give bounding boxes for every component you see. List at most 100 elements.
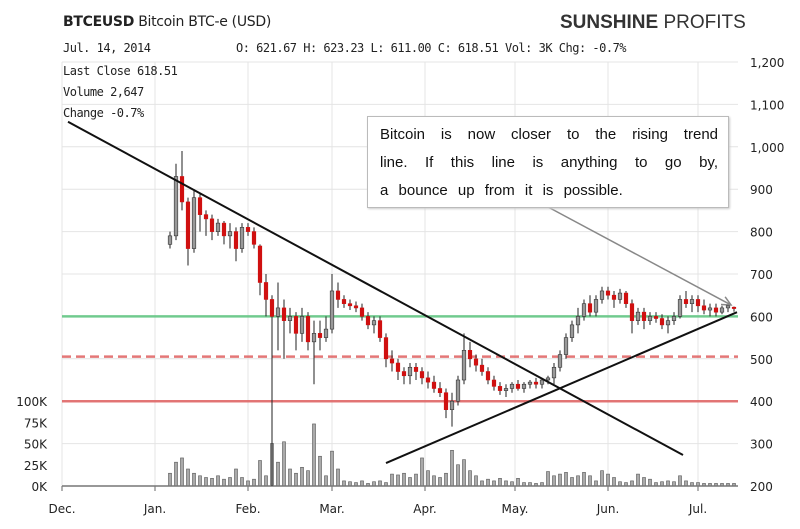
candle-up bbox=[323, 328, 329, 338]
candle-down bbox=[467, 350, 473, 360]
volume-bar bbox=[684, 480, 688, 487]
candle-down bbox=[683, 299, 689, 304]
volume-bar bbox=[438, 477, 442, 487]
candle-down bbox=[485, 371, 491, 381]
candle-up bbox=[521, 383, 527, 389]
volume-bar bbox=[174, 461, 178, 487]
candle-up bbox=[407, 366, 413, 377]
volume-bar bbox=[678, 475, 682, 487]
candle-up bbox=[275, 307, 281, 317]
month-label: Jul. bbox=[688, 502, 707, 516]
candle-up bbox=[617, 292, 623, 300]
volume-bar bbox=[216, 475, 220, 487]
candle-up bbox=[539, 379, 545, 385]
candle-up bbox=[329, 290, 335, 330]
candle-down bbox=[611, 294, 617, 300]
candle-up bbox=[509, 383, 515, 389]
candle-up bbox=[545, 377, 551, 381]
candle-up bbox=[707, 307, 713, 311]
candle-down bbox=[317, 333, 323, 338]
volume-tick-label: 0K bbox=[31, 480, 48, 494]
volume-bar bbox=[516, 478, 520, 487]
annotation-line: line. If this line is anything to go by, bbox=[380, 154, 718, 171]
volume-bar bbox=[186, 468, 190, 487]
volume-bar bbox=[570, 477, 574, 487]
price-tick-label: 900 bbox=[750, 183, 773, 197]
volume-bar bbox=[318, 455, 322, 487]
volume-bar bbox=[486, 478, 490, 487]
volume-bar bbox=[342, 480, 346, 487]
candle-down bbox=[413, 366, 419, 372]
candle-down bbox=[383, 337, 389, 360]
volume-tick-label: 25K bbox=[24, 459, 48, 473]
candle-down bbox=[245, 227, 251, 232]
candle-down bbox=[473, 358, 479, 366]
volume-bar bbox=[198, 475, 202, 487]
volume-bar bbox=[228, 477, 232, 487]
candle-down bbox=[257, 245, 263, 283]
candle-up bbox=[719, 307, 725, 313]
candle-up bbox=[191, 197, 197, 249]
candle-up bbox=[449, 400, 455, 410]
price-tick-label: 1,100 bbox=[750, 98, 784, 112]
volume-bar bbox=[414, 473, 418, 487]
volume-bar bbox=[324, 475, 328, 487]
volume-bar bbox=[240, 477, 244, 487]
volume-bar bbox=[336, 468, 340, 487]
candle-up bbox=[593, 299, 599, 313]
volume-bar bbox=[630, 480, 634, 487]
volume-bar bbox=[492, 480, 496, 487]
volume-bar bbox=[300, 466, 304, 487]
volume-bar bbox=[456, 464, 460, 487]
candle-up bbox=[671, 316, 677, 321]
volume-bar bbox=[444, 472, 448, 487]
ohlc-readout: O: 621.67 H: 623.23 L: 611.00 C: 618.51 … bbox=[236, 41, 627, 55]
arrow-head-icon bbox=[720, 296, 733, 306]
volume-bar bbox=[282, 441, 286, 487]
volume-bar bbox=[498, 478, 502, 487]
volume-bar bbox=[582, 472, 586, 487]
month-label: Mar. bbox=[319, 502, 344, 516]
volume-bar bbox=[312, 423, 316, 487]
volume-bar bbox=[222, 478, 226, 487]
annotation-arrow bbox=[547, 206, 732, 306]
price-tick-label: 1,000 bbox=[750, 141, 784, 155]
candle-down bbox=[293, 316, 299, 334]
volume-tick-label: 50K bbox=[24, 438, 48, 452]
price-tick-label: 800 bbox=[750, 226, 773, 240]
candle-up bbox=[569, 324, 575, 338]
candle-down bbox=[533, 381, 539, 385]
volume-bar bbox=[204, 477, 208, 487]
volume-bar bbox=[558, 473, 562, 487]
candle-up bbox=[551, 366, 557, 379]
volume-tick-label: 75K bbox=[24, 416, 48, 430]
candle-down bbox=[653, 316, 659, 319]
candle-down bbox=[221, 222, 227, 237]
candle-down bbox=[179, 176, 185, 203]
candle-down bbox=[389, 358, 395, 364]
volume-bar bbox=[642, 477, 646, 487]
candle-up bbox=[239, 227, 245, 249]
candle-down bbox=[497, 386, 503, 391]
volume-bar bbox=[480, 480, 484, 487]
volume-bar bbox=[288, 468, 292, 487]
volume-bar bbox=[408, 477, 412, 487]
candle-up bbox=[371, 320, 377, 326]
volume-bar bbox=[210, 478, 214, 487]
month-label: Jan. bbox=[143, 502, 166, 516]
candle-down bbox=[341, 299, 347, 304]
candle-down bbox=[347, 303, 353, 307]
candle-up bbox=[167, 235, 173, 245]
volume-bar bbox=[474, 475, 478, 487]
volume-bar bbox=[330, 450, 334, 487]
candle-down bbox=[479, 364, 485, 372]
candle-down bbox=[269, 299, 275, 317]
brand-logo: SUNSHINE PROFITS bbox=[560, 12, 746, 33]
candle-down bbox=[629, 303, 635, 321]
month-label: Jun. bbox=[596, 502, 620, 516]
annotation-line: a bounce up from it is possible. bbox=[380, 182, 623, 199]
candle-down bbox=[335, 290, 341, 300]
volume-bar bbox=[294, 472, 298, 487]
volume-bar bbox=[420, 457, 424, 487]
trend-line-rising bbox=[385, 311, 738, 465]
